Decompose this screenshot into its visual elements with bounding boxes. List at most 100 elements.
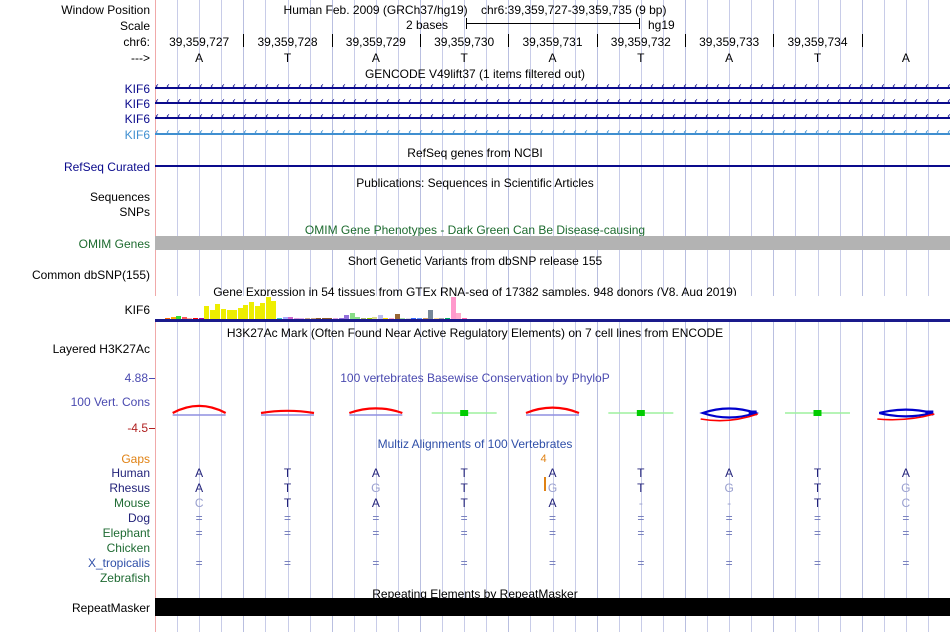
gtex-bar (372, 317, 378, 319)
gtex-track-title[interactable]: Gene Expression in 54 tissues from GTEx … (213, 285, 737, 299)
gencode-gene-label[interactable]: KIF6 (124, 112, 150, 126)
ruler-coordinate: 39,359,734 (787, 35, 848, 49)
gtex-bar (361, 317, 366, 319)
ruler-tick (243, 34, 244, 47)
alignment-base: A (548, 466, 557, 480)
alignment-base: = (372, 556, 380, 570)
assembly-label: Human Feb. 2009 (GRCh37/hg19) (283, 3, 468, 17)
ruler-coordinate: 39,359,732 (610, 35, 671, 49)
alignment-base: = (902, 526, 910, 540)
refseq-feature-line[interactable] (155, 165, 950, 167)
gaps-label[interactable]: Gaps (121, 452, 150, 466)
gtex-bar (237, 308, 243, 319)
species-label[interactable]: Dog (127, 511, 150, 525)
gtex-bar (400, 317, 406, 319)
insertion-count-label: 4 (540, 453, 547, 465)
reference-base: T (813, 51, 822, 65)
publications-track-title[interactable]: Publications: Sequences in Scientific Ar… (356, 176, 594, 190)
gencode-gene-row[interactable]: ‹ ‹ ‹ ‹ ‹ ‹ ‹ ‹ ‹ ‹ ‹ ‹ ‹ ‹ ‹ ‹ ‹ ‹ ‹ ‹ ‹ ‹ ‹ ‹ ‹ ‹ ‹ ‹ ‹ ‹ ‹ ‹ ‹ ‹ ‹ ‹ ‹ ‹ ‹ ‹… (155, 97, 950, 108)
gtex-bar (176, 316, 182, 319)
omim-label[interactable]: OMIM Genes (78, 237, 150, 251)
publications-snps-label[interactable]: SNPs (119, 205, 150, 219)
repeatmasker-label[interactable]: RepeatMasker (71, 601, 150, 615)
alignment-base: = (637, 556, 645, 570)
alignment-base: = (460, 526, 468, 540)
dbsnp-label[interactable]: Common dbSNP(155) (31, 268, 150, 282)
ruler-coordinate: 39,359,730 (434, 35, 495, 49)
gtex-bar (226, 309, 232, 319)
gtex-bar (221, 309, 226, 319)
omim-track-title[interactable]: OMIM Gene Phenotypes - Dark Green Can Be… (304, 223, 646, 237)
publications-sequences-label[interactable]: Sequences (89, 190, 150, 204)
gtex-bar (271, 300, 277, 319)
phylop-conservation-plot[interactable] (155, 365, 950, 435)
ruler-tick (332, 34, 333, 47)
gtex-bar (299, 317, 305, 319)
refseq-track-title[interactable]: RefSeq genes from NCBI (407, 146, 543, 160)
refseq-label[interactable]: RefSeq Curated (63, 160, 150, 174)
species-label[interactable]: Rhesus (109, 481, 150, 495)
phylop-label[interactable]: 100 Vert. Cons (70, 395, 150, 409)
alignment-base: A (371, 496, 380, 510)
gencode-gene-label[interactable]: KIF6 (124, 82, 150, 96)
species-label[interactable]: Mouse (113, 496, 150, 510)
alignment-base: A (195, 466, 204, 480)
scalebar-text: 2 bases (406, 18, 449, 32)
repeatmasker-track-title[interactable]: Repeating Elements by RepeatMasker (372, 587, 578, 601)
ruler-tick (508, 34, 509, 47)
omim-feature-bar[interactable] (155, 236, 950, 250)
species-label[interactable]: Zebrafish (99, 571, 150, 585)
alignment-base: = (725, 526, 733, 540)
gtex-bar (433, 317, 439, 319)
alignment-base: - (638, 496, 643, 510)
gtex-label[interactable]: KIF6 (124, 303, 150, 317)
dbsnp-track-title[interactable]: Short Genetic Variants from dbSNP releas… (347, 254, 603, 268)
gtex-bar (209, 310, 215, 319)
gencode-gene-row[interactable]: ‹ ‹ ‹ ‹ ‹ ‹ ‹ ‹ ‹ ‹ ‹ ‹ ‹ ‹ ‹ ‹ ‹ ‹ ‹ ‹ ‹ ‹ ‹ ‹ ‹ ‹ ‹ ‹ ‹ ‹ ‹ ‹ ‹ ‹ ‹ ‹ ‹ ‹ ‹ ‹… (155, 82, 950, 93)
alignment-base: T (460, 496, 468, 510)
h3k27ac-track-title[interactable]: H3K27Ac Mark (Often Found Near Active Re… (226, 326, 724, 340)
gtex-bar (288, 316, 294, 319)
alignment-base: = (195, 511, 203, 525)
alignment-base: = (637, 526, 645, 540)
gtex-bar (249, 301, 254, 319)
gene-body-line (155, 117, 950, 119)
alignment-base: T (283, 466, 292, 480)
gtex-barchart[interactable] (155, 296, 950, 322)
strand-label: ---> (131, 51, 150, 65)
cons-zero-block (813, 410, 822, 416)
gtex-bar (439, 317, 445, 319)
repeatmasker-feature-bar[interactable] (155, 598, 950, 616)
phylop-max-tick (149, 378, 155, 379)
reference-base: A (725, 51, 734, 65)
ruler-tick (773, 34, 774, 47)
species-label[interactable]: X_tropicalis (87, 556, 150, 570)
gencode-gene-row[interactable]: ‹ ‹ ‹ ‹ ‹ ‹ ‹ ‹ ‹ ‹ ‹ ‹ ‹ ‹ ‹ ‹ ‹ ‹ ‹ ‹ ‹ ‹ ‹ ‹ ‹ ‹ ‹ ‹ ‹ ‹ ‹ ‹ ‹ ‹ ‹ ‹ ‹ ‹ ‹ ‹… (155, 112, 950, 123)
gene-strand-arrows: ‹ ‹ ‹ ‹ ‹ ‹ ‹ ‹ ‹ ‹ ‹ ‹ ‹ ‹ ‹ ‹ ‹ ‹ ‹ ‹ ‹ ‹ ‹ ‹ ‹ ‹ ‹ ‹ ‹ ‹ ‹ ‹ ‹ ‹ ‹ ‹ ‹ ‹ ‹ ‹… (155, 82, 950, 92)
ruler-coordinate: 39,359,733 (699, 35, 760, 49)
gtex-bar (243, 304, 249, 319)
cons-zero-block (636, 410, 645, 416)
cons-zero-block (460, 410, 469, 416)
gtex-bar (389, 317, 394, 319)
gtex-bar (254, 305, 260, 319)
alignment-base: T (813, 466, 822, 480)
gencode-gene-label[interactable]: KIF6 (124, 128, 150, 142)
h3k27ac-label[interactable]: Layered H3K27Ac (52, 342, 150, 356)
phylop-track-title[interactable]: 100 vertebrates Basewise Conservation by… (340, 371, 610, 385)
gencode-gene-label[interactable]: KIF6 (124, 97, 150, 111)
multiz-track-title[interactable]: Multiz Alignments of 100 Vertebrates (377, 437, 573, 451)
gtex-bar (349, 312, 355, 319)
alignment-base: = (372, 526, 380, 540)
phylop-svg (172, 404, 935, 422)
alignment-base: G (547, 481, 558, 495)
gencode-track-title[interactable]: GENCODE V49lift37 (1 items filtered out) (364, 67, 586, 81)
species-label[interactable]: Elephant (102, 526, 150, 540)
gencode-gene-row[interactable]: ‹ ‹ ‹ ‹ ‹ ‹ ‹ ‹ ‹ ‹ ‹ ‹ ‹ ‹ ‹ ‹ ‹ ‹ ‹ ‹ ‹ ‹ ‹ ‹ ‹ ‹ ‹ ‹ ‹ ‹ ‹ ‹ ‹ ‹ ‹ ‹ ‹ ‹ ‹ ‹… (155, 128, 950, 139)
cons-negative-lens (879, 408, 933, 418)
species-label[interactable]: Chicken (106, 541, 150, 555)
species-label[interactable]: Human (111, 466, 150, 480)
gtex-bar (333, 317, 338, 319)
gtex-bar (366, 317, 372, 319)
cons-negative-lens (699, 407, 760, 419)
